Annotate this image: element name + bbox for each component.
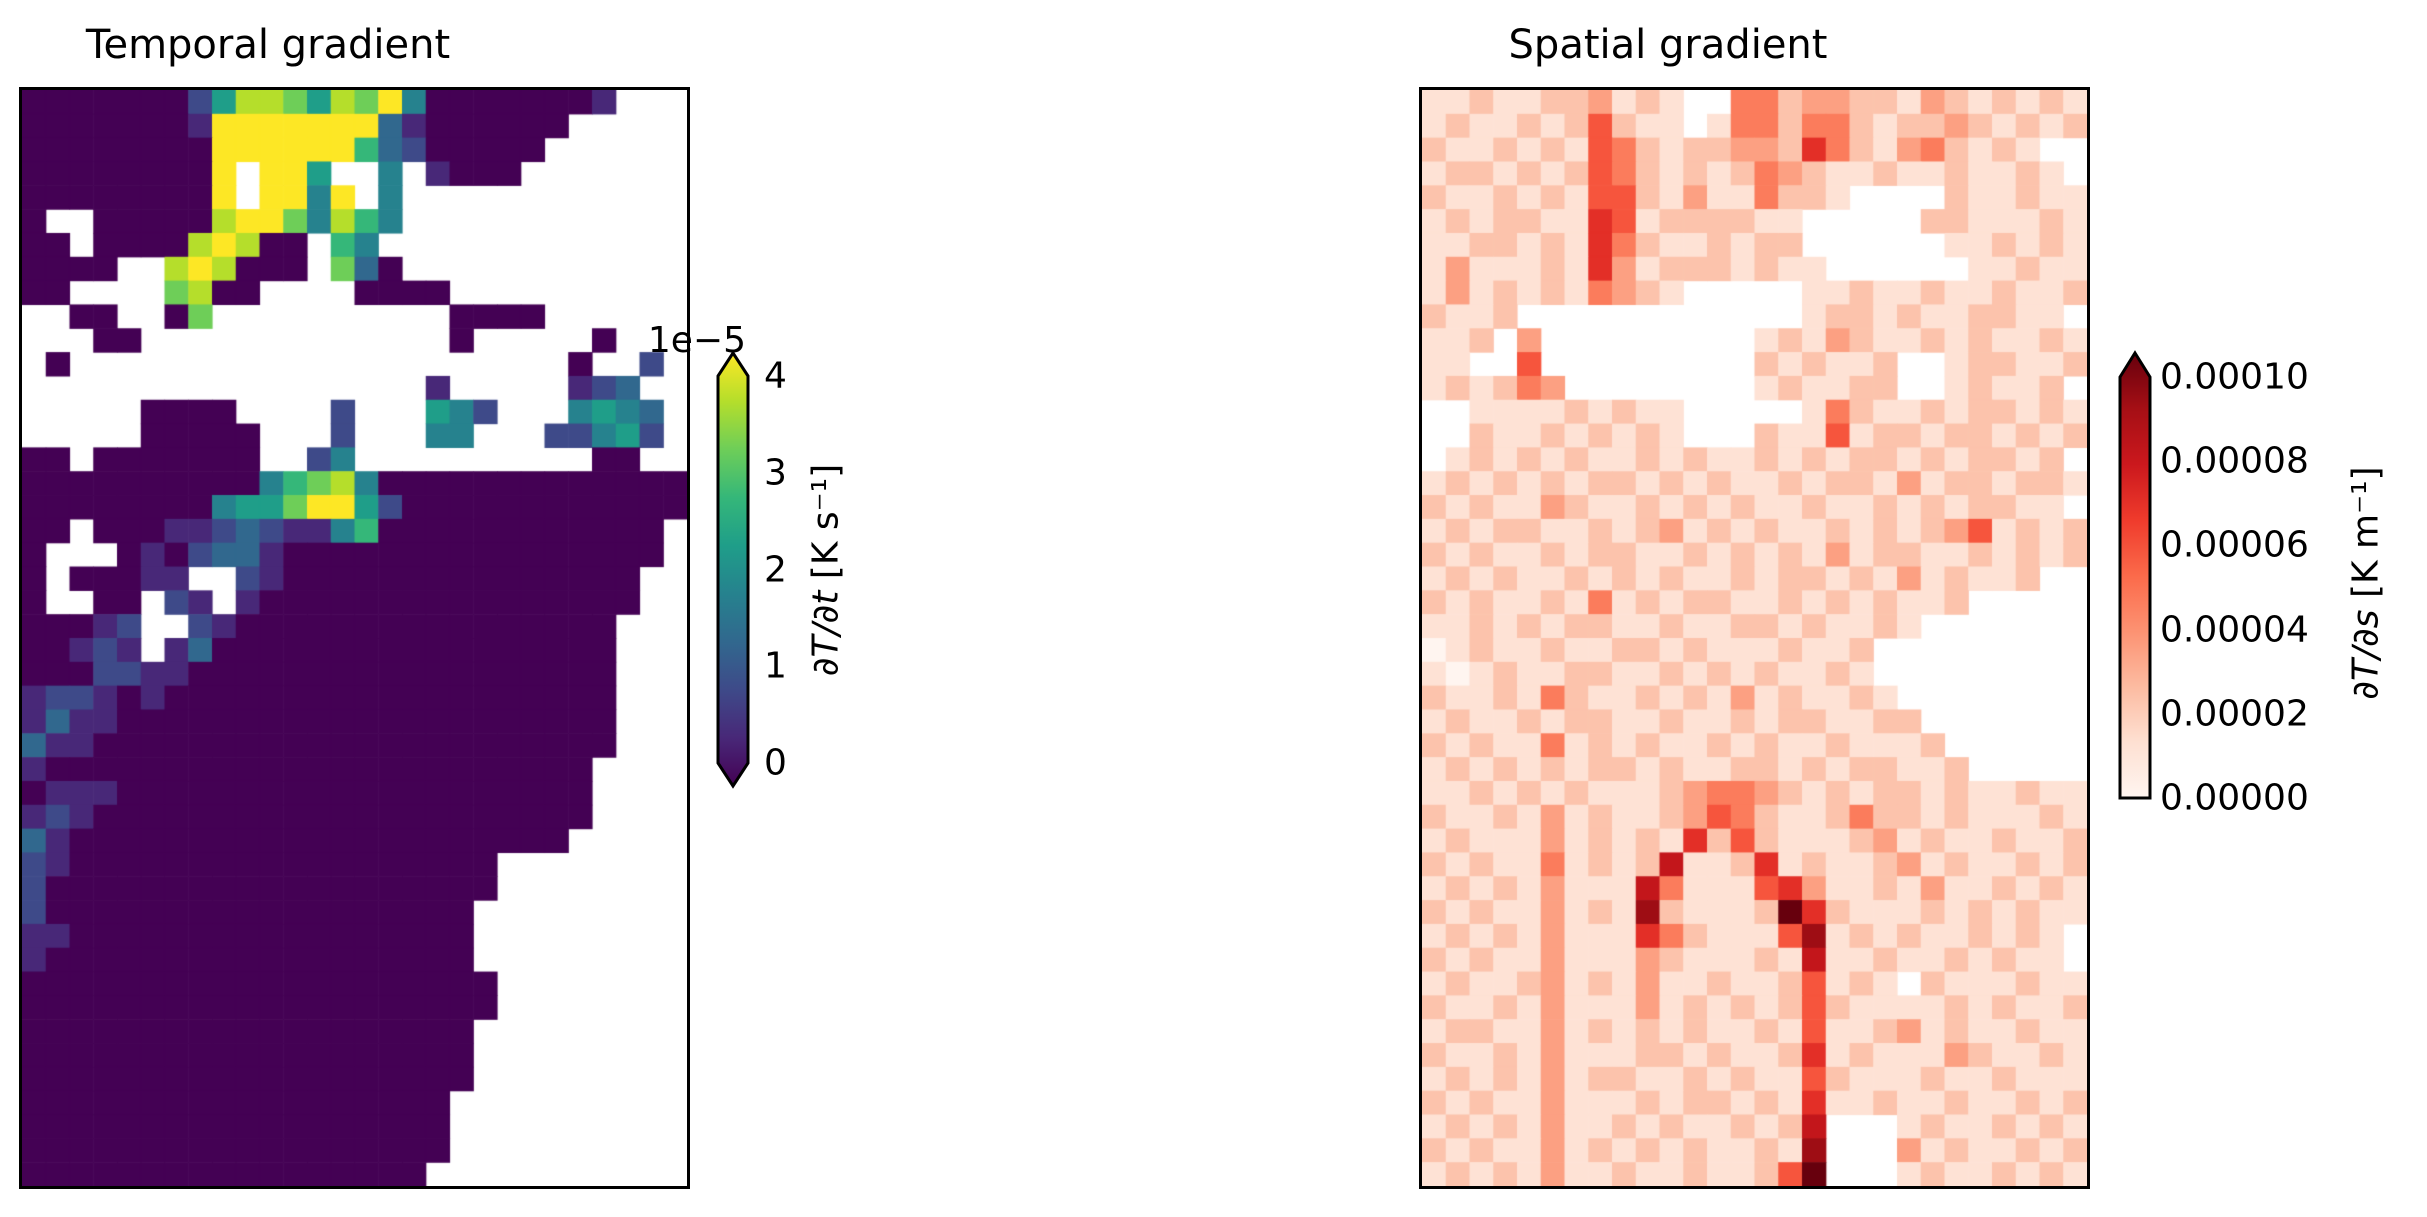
temporal-colorbar-offset: 1e−5 bbox=[647, 320, 746, 361]
spatial-colorbar bbox=[2118, 350, 2152, 800]
temporal-title: Temporal gradient bbox=[85, 22, 451, 68]
temporal-heatmap-canvas bbox=[22, 90, 687, 1186]
spatial-colorbar-tick: 0.00000 bbox=[2160, 777, 2309, 819]
temporal-colorbar-tick: 1 bbox=[764, 645, 787, 687]
spatial-colorbar-tick: 0.00010 bbox=[2160, 356, 2309, 398]
spatial-title: Spatial gradient bbox=[1508, 22, 1828, 68]
spatial-colorbar-label-var: ∂T/∂s bbox=[2345, 609, 2387, 700]
spatial-colorbar-label: ∂T/∂s [K m⁻¹] bbox=[2346, 466, 2387, 699]
spatial-colorbar-bar bbox=[2118, 350, 2152, 800]
temporal-colorbar-label-units: [K s⁻¹] bbox=[805, 463, 847, 591]
spatial-heatmap-plot bbox=[1419, 87, 2090, 1189]
spatial-heatmap-canvas bbox=[1422, 90, 2087, 1186]
temporal-colorbar-bar bbox=[716, 350, 750, 789]
temporal-colorbar-label: ∂T/∂t [K s⁻¹] bbox=[806, 464, 847, 676]
spatial-colorbar-tick: 0.00008 bbox=[2160, 440, 2309, 482]
spatial-colorbar-tick: 0.00004 bbox=[2160, 609, 2309, 651]
temporal-colorbar bbox=[716, 350, 750, 789]
temporal-colorbar-tick: 0 bbox=[764, 742, 787, 784]
spatial-colorbar-label-units: [K m⁻¹] bbox=[2345, 466, 2387, 610]
temporal-colorbar-tick: 3 bbox=[764, 452, 787, 494]
temporal-heatmap-plot bbox=[19, 87, 690, 1189]
temporal-colorbar-label-var: ∂T/∂t bbox=[805, 590, 847, 677]
spatial-colorbar-tick: 0.00006 bbox=[2160, 524, 2309, 566]
spatial-colorbar-tick: 0.00002 bbox=[2160, 693, 2309, 735]
temporal-colorbar-tick: 2 bbox=[764, 549, 787, 590]
temporal-colorbar-tick: 4 bbox=[764, 355, 787, 397]
